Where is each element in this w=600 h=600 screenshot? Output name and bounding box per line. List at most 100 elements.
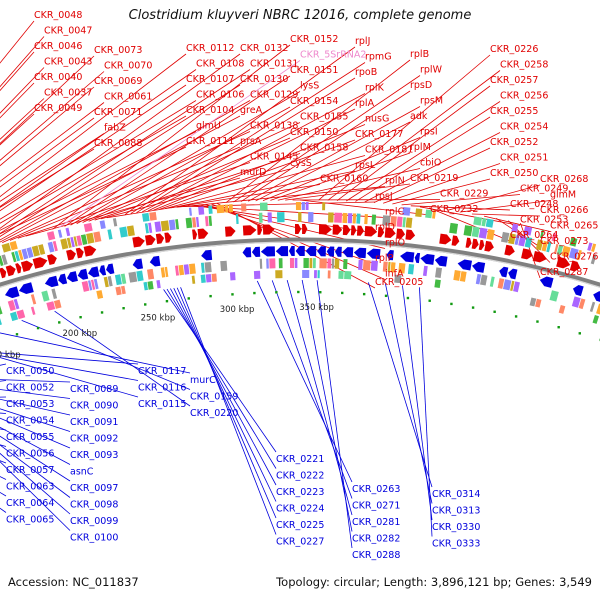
gene-label: rplM — [410, 142, 431, 153]
leader-line — [459, 200, 551, 213]
leader-line — [159, 139, 356, 210]
forward-gene-arrow — [521, 248, 533, 260]
cog-category-block — [66, 237, 72, 249]
cog-category-block — [1, 242, 12, 253]
leader-line — [0, 86, 95, 167]
leader-line — [0, 102, 105, 182]
reverse-gene-arrow — [457, 259, 473, 271]
cog-category-block — [415, 208, 423, 218]
cog-category-block — [549, 290, 559, 302]
forward-gene-arrow — [302, 224, 308, 235]
cog-category-block — [473, 216, 483, 226]
gene-label: CKR_0219 — [410, 173, 458, 184]
leader-line — [170, 288, 277, 486]
gene-label: CKR_0115 — [138, 399, 186, 410]
cog-category-block — [485, 218, 494, 228]
leader-line — [0, 408, 71, 432]
scale-label: 250 kbp — [141, 314, 176, 324]
reverse-gene-arrow — [149, 255, 161, 267]
leader-line — [301, 279, 353, 532]
cog-category-block — [463, 225, 473, 237]
scale-tick — [275, 291, 278, 294]
leader-line — [0, 357, 139, 398]
cog-category-block — [211, 273, 217, 282]
cog-category-block — [301, 202, 305, 211]
cog-category-block — [390, 215, 397, 227]
leader-line — [25, 177, 241, 237]
gene-label: CKR_0100 — [70, 533, 118, 544]
leader-line — [419, 287, 433, 537]
gene-label: glmM — [550, 190, 576, 201]
gene-label: CKR_0048 — [34, 10, 82, 21]
forward-gene-arrow — [478, 239, 485, 251]
gene-label: CKR_0288 — [352, 550, 400, 561]
forward-gene-arrow — [83, 245, 97, 257]
leader-line — [0, 71, 105, 161]
cog-category-block — [240, 203, 247, 212]
scale-tick — [557, 326, 560, 329]
leader-line — [0, 426, 71, 465]
reverse-gene-arrow — [353, 247, 367, 259]
cog-category-block — [90, 279, 96, 290]
cog-category-block — [200, 262, 205, 273]
reverse-gene-arrow — [201, 249, 213, 261]
leader-line — [130, 62, 366, 214]
leader-line — [0, 355, 139, 381]
cog-category-block — [434, 279, 441, 288]
cog-category-block — [322, 202, 326, 211]
cog-category-block — [11, 251, 17, 263]
scale-tick — [231, 293, 234, 296]
cog-category-block — [47, 241, 55, 253]
gene-label: CKR_0177 — [355, 129, 403, 140]
cog-category-block — [371, 214, 377, 225]
leader-line — [0, 435, 71, 482]
gene-label: CKR_0229 — [440, 189, 488, 200]
gene-label: CKR_0223 — [276, 487, 324, 498]
gene-label: rplP — [375, 253, 394, 264]
leader-line — [495, 217, 541, 248]
gene-label: CKR_0150 — [290, 127, 338, 138]
cog-category-block — [52, 240, 58, 252]
reverse-gene-arrow — [288, 246, 295, 257]
gene-label: CKR_0254 — [500, 122, 548, 133]
cog-category-block — [178, 264, 185, 276]
cog-category-block — [480, 274, 488, 286]
gene-label: infA — [385, 269, 404, 280]
leader-line — [170, 170, 356, 209]
gene-label: CKR_0055 — [6, 432, 54, 443]
cog-category-block — [370, 260, 378, 272]
leader-line — [0, 69, 197, 207]
forward-gene-arrow — [356, 225, 364, 236]
leader-line — [0, 417, 71, 449]
cog-category-block — [81, 280, 90, 292]
cog-category-block — [591, 243, 597, 252]
cog-category-block — [220, 260, 228, 272]
cog-category-block — [343, 258, 348, 270]
leader-line — [182, 201, 376, 207]
gene-label: CKR_0264 — [510, 230, 558, 241]
cog-category-block — [302, 270, 310, 279]
gene-label: CKR_0040 — [34, 72, 82, 83]
leader-line — [147, 108, 356, 212]
map-title: Clostridium kluyveri NBRC 12016, complet… — [128, 8, 472, 23]
cog-category-block — [553, 243, 559, 255]
cog-category-block — [390, 262, 396, 273]
reverse-gene-arrow — [66, 271, 78, 283]
gene-label: CKR_0248 — [510, 199, 558, 210]
leader-line — [262, 137, 421, 202]
gene-label: rpsL — [355, 160, 376, 171]
forward-gene-arrow — [192, 229, 198, 240]
reverse-gene-arrow — [317, 246, 326, 257]
reverse-gene-arrow — [99, 265, 107, 276]
cog-category-block — [312, 258, 316, 269]
leader-line — [0, 84, 187, 212]
reverse-gene-arrow — [593, 291, 600, 302]
gene-label: CKR_0154 — [290, 96, 338, 107]
cog-category-block — [143, 281, 148, 291]
gene-label: CKR_0160 — [320, 174, 368, 185]
cog-category-block — [402, 207, 411, 216]
cog-category-block — [578, 298, 586, 310]
cog-category-block — [191, 275, 196, 284]
gene-label: CKR_0047 — [44, 26, 92, 37]
leader-line — [0, 100, 197, 220]
